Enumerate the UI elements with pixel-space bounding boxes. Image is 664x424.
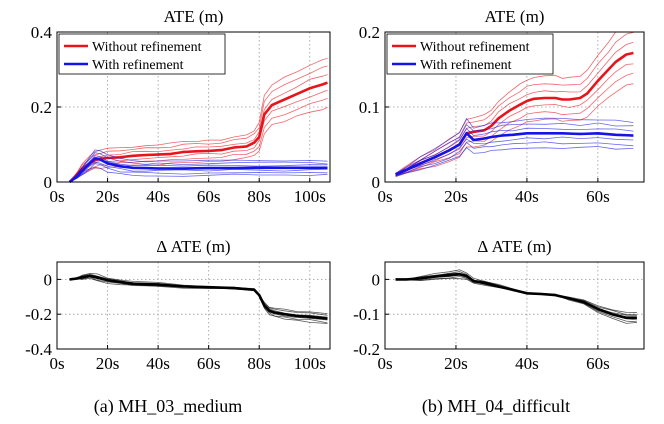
- top-right-legend: [386, 33, 554, 75]
- bottom-left-axes-frame: [56, 261, 331, 350]
- bottom-right-y-tick-label: -0.2: [353, 340, 380, 359]
- bottom-right-title: Δ ATE (m): [477, 237, 551, 256]
- top-left-legend-label: Without refinement: [92, 40, 202, 55]
- top-left-x-tick-label: 40s: [146, 187, 170, 206]
- top-left-y-tick-label: 0: [44, 173, 53, 192]
- bottom-left-y-tick-label: -0.4: [25, 340, 52, 359]
- top-left-run-trace: [69, 58, 328, 183]
- bottom-right-run-trace: [395, 272, 637, 321]
- bottom-left-chart: 0s 20s 40s 60s 80s 100s -0.4 -0.2 0 Δ ATE (m): [25, 237, 331, 373]
- top-left-x-tick-label: 100s: [294, 187, 326, 206]
- top-right-run-trace: [395, 136, 634, 176]
- top-left-run-trace: [69, 74, 328, 183]
- top-right-title: ATE (m): [485, 7, 545, 26]
- top-left-y-tick-label: 0.4: [31, 23, 53, 42]
- top-right-y-tick-label: 0.1: [359, 98, 380, 117]
- top-left-run-trace: [69, 155, 328, 183]
- top-right-y-tick-label: 0.2: [359, 23, 380, 42]
- top-left-x-tick-label: 60s: [197, 187, 221, 206]
- top-left-run-trace: [69, 107, 328, 182]
- top-right-run-trace: [395, 146, 634, 177]
- bottom-right-x-tick-label: 60s: [586, 354, 610, 373]
- top-left-legend-label: With refinement: [92, 58, 184, 73]
- bottom-left-series-delta-mean: [69, 274, 328, 320]
- top-right-y-tick-label: 0: [372, 173, 381, 192]
- top-left-run-trace: [69, 65, 328, 183]
- top-left-x-tick-label: 0s: [49, 187, 64, 206]
- bottom-right-x-tick-label: 0s: [377, 354, 392, 373]
- top-left-x-tick-label: 20s: [96, 187, 120, 206]
- bottom-right-run-trace: [395, 269, 637, 324]
- bottom-left-run-trace: [69, 277, 328, 314]
- bottom-left-x-tick-label: 60s: [197, 354, 221, 373]
- bottom-right-series-delta-mean: [395, 272, 637, 320]
- bottom-right-x-tick-label: 20s: [444, 354, 468, 373]
- bottom-left-title: Δ ATE (m): [156, 237, 230, 256]
- bottom-left-y-tick-label: 0: [44, 270, 53, 289]
- bottom-left-x-tick-label: 80s: [247, 354, 271, 373]
- top-right-series-with-refinement: [395, 132, 634, 176]
- top-left-y-tick-label: 0.2: [31, 98, 52, 117]
- top-right-x-tick-label: 0s: [377, 187, 392, 206]
- top-right-legend-label: With refinement: [420, 58, 512, 73]
- bottom-right-axes-frame: [384, 261, 645, 350]
- top-left-title: ATE (m): [164, 7, 224, 26]
- bottom-left-x-tick-label: 20s: [96, 354, 120, 373]
- caption-b: (b) MH_04_difficult: [422, 396, 570, 417]
- bottom-left-x-tick-label: 100s: [294, 354, 326, 373]
- bottom-right-x-tick-label: 40s: [515, 354, 539, 373]
- bottom-left-y-tick-label: -0.2: [25, 305, 52, 324]
- top-right-x-tick-label: 40s: [515, 187, 539, 206]
- top-right-run-trace: [395, 41, 634, 175]
- top-right-legend-label: Without refinement: [420, 40, 530, 55]
- bottom-right-chart: 0s 20s 40s 60s -0.2 -0.1 0 Δ ATE (m): [353, 237, 645, 373]
- top-left-legend: [58, 33, 226, 75]
- bottom-left-x-tick-label: 40s: [146, 354, 170, 373]
- top-left-run-trace: [69, 166, 328, 183]
- bottom-left-x-tick-label: 0s: [49, 354, 64, 373]
- bottom-right-y-tick-label: 0: [372, 270, 381, 289]
- top-right-run-trace: [395, 127, 634, 175]
- top-right-x-tick-label: 20s: [444, 187, 468, 206]
- top-left-x-tick-label: 80s: [247, 187, 271, 206]
- top-left-run-trace: [69, 161, 328, 182]
- top-right-x-tick-label: 60s: [586, 187, 610, 206]
- bottom-right-y-tick-label: -0.1: [353, 305, 380, 324]
- top-right-run-trace: [395, 141, 634, 177]
- top-left-run-trace: [69, 163, 328, 183]
- top-right-run-trace: [395, 31, 634, 174]
- top-left-run-trace: [69, 152, 328, 183]
- top-left-run-trace: [69, 149, 328, 183]
- top-left-run-trace: [69, 97, 328, 183]
- top-left-chart: 0s 20s 40s 60s 80s 100s 0 0.2 0.4 ATE (m) Without …: [31, 7, 331, 206]
- top-right-run-trace: [395, 122, 634, 174]
- caption-a: (a) MH_03_medium: [94, 396, 242, 417]
- top-right-run-trace: [395, 117, 634, 175]
- top-right-chart: 0s 20s 40s 60s 0 0.1 0.2 ATE (m) Without refinem…: [359, 7, 645, 206]
- top-left-series-with-refinement: [68, 157, 328, 184]
